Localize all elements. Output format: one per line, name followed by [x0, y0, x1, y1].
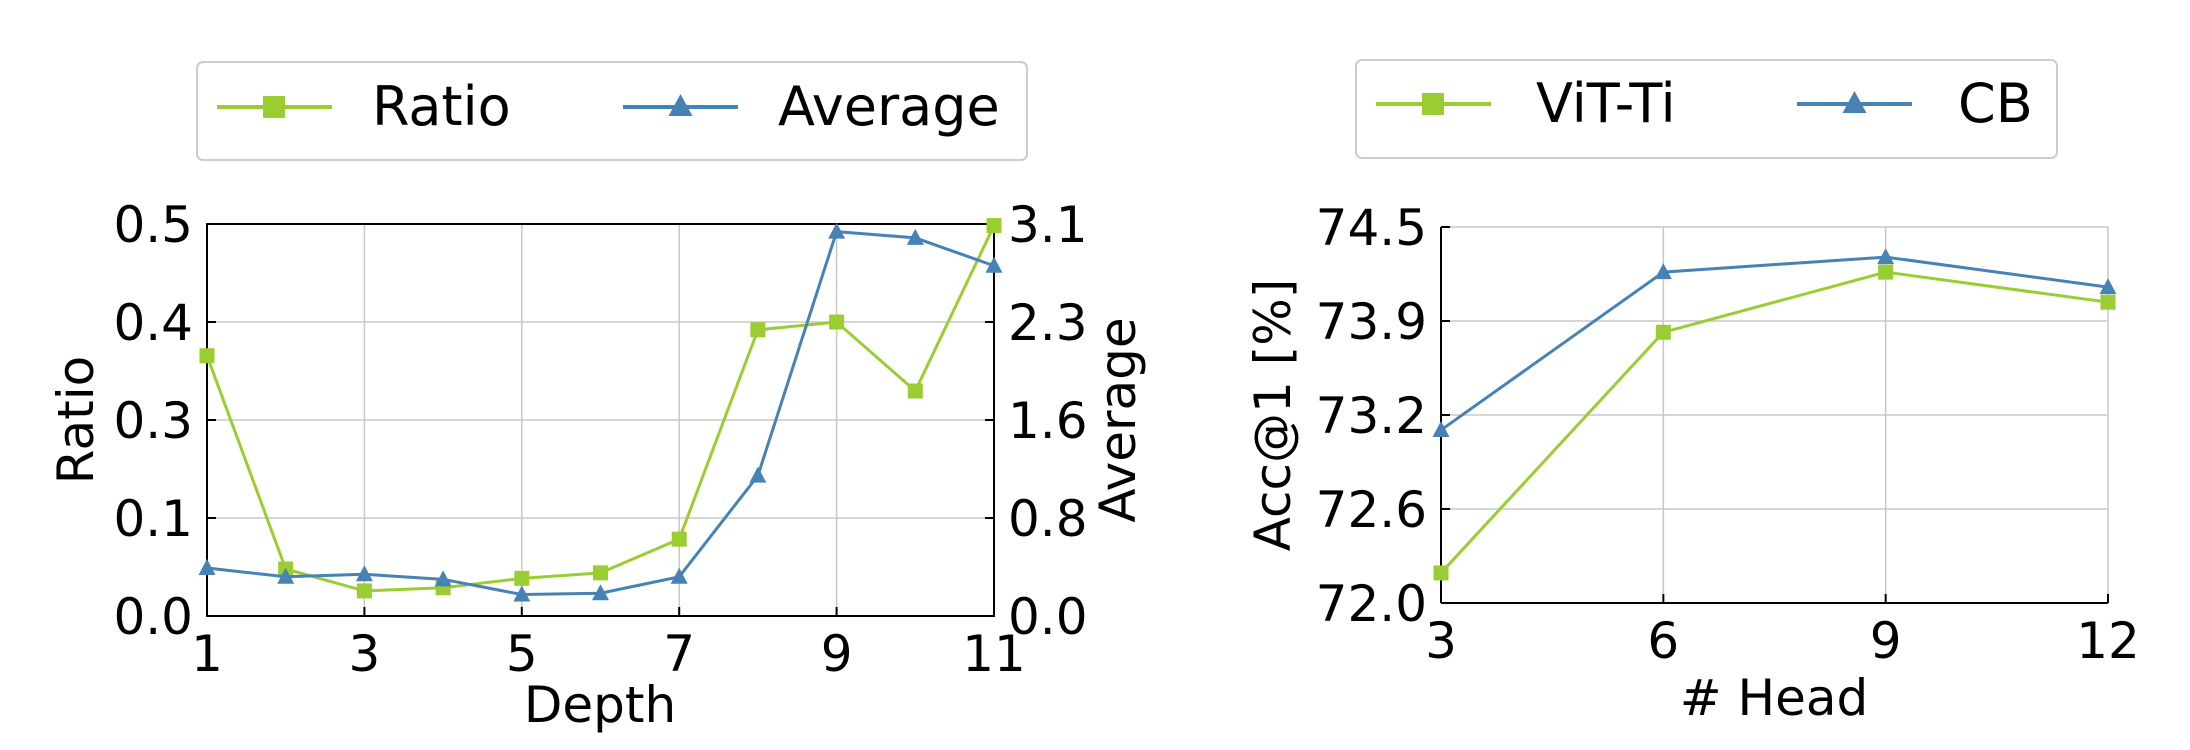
y-tick-label: 72.0 — [1316, 575, 1427, 633]
head-chart-legend: ViT-Ti CB — [1355, 59, 2058, 159]
head-chart-x-label: # Head — [1680, 669, 1869, 727]
legend-entry-vit-ti: ViT-Ti — [1376, 72, 1676, 135]
legend-entry-average: Average — [623, 75, 1000, 138]
legend-label-average: Average — [778, 75, 1000, 138]
legend-label-vit-ti: ViT-Ti — [1536, 72, 1676, 135]
depth-chart-legend-box — [196, 61, 1028, 161]
head-chart-legend-box — [1355, 59, 2058, 159]
x-tick-label: 9 — [1870, 612, 1902, 670]
data-point-ratio — [593, 565, 608, 581]
depth-chart-y-label: Ratio — [47, 356, 105, 484]
series-line-ratio — [205, 224, 996, 593]
x-tick-label: 3 — [1425, 612, 1457, 670]
data-point-average — [985, 256, 1003, 273]
legend-marker-ratio — [263, 96, 285, 118]
head-chart: 3 6 9 12 72.0 72.6 73.2 73.9 74.5 # Head Acc@1 … — [1244, 59, 2140, 727]
y2-tick-label: 2.3 — [1008, 294, 1088, 352]
y-tick-label: 0.5 — [113, 196, 193, 254]
y2-tick-label: 0.0 — [1008, 588, 1088, 646]
data-point-average — [670, 567, 688, 584]
data-point-average — [434, 570, 452, 587]
series-line-vit-ti — [1439, 270, 2109, 574]
series-vit-ti — [1433, 264, 2116, 581]
data-point-ratio — [514, 570, 530, 586]
depth-chart-series — [198, 218, 1003, 602]
legend-marker-average — [668, 94, 693, 116]
x-tick-label: 9 — [821, 625, 853, 683]
data-point-average — [592, 584, 609, 601]
depth-chart-legend: Ratio Average — [196, 61, 1028, 161]
head-chart-grid — [1440, 226, 2109, 604]
legend-marker-cb — [1842, 91, 1867, 113]
data-point-vit-ti — [1878, 264, 1894, 280]
data-point-ratio — [829, 314, 845, 330]
data-point-average — [828, 222, 846, 239]
data-point-average — [198, 558, 216, 575]
x-tick-label: 3 — [348, 625, 380, 683]
data-point-ratio — [356, 583, 372, 599]
series-ratio — [199, 218, 1002, 599]
data-point-ratio — [199, 348, 215, 364]
legend-entry-ratio: Ratio — [217, 75, 511, 138]
series-average — [198, 222, 1003, 602]
data-point-average — [749, 466, 767, 483]
data-point-ratio — [671, 531, 687, 547]
depth-chart-y-ticks: 0.0 0.1 0.3 0.4 0.5 — [113, 196, 216, 646]
legend-label-ratio: Ratio — [372, 75, 511, 138]
series-line-average — [206, 229, 995, 597]
data-point-ratio — [750, 322, 766, 338]
x-tick-label: 5 — [506, 625, 538, 683]
series-cb — [1432, 248, 2117, 438]
y-tick-label: 74.5 — [1316, 199, 1427, 257]
data-point-cb — [1654, 263, 1672, 280]
y-tick-label: 0.0 — [113, 588, 193, 646]
x-tick-label: 6 — [1647, 612, 1679, 670]
y2-tick-label: 0.8 — [1008, 490, 1088, 548]
y2-tick-label: 1.6 — [1008, 392, 1088, 450]
depth-chart-y2-ticks: 0.0 0.8 1.6 2.3 3.1 — [985, 196, 1088, 646]
data-point-average — [906, 228, 924, 245]
legend-entry-cb: CB — [1797, 72, 2033, 135]
data-point-vit-ti — [2100, 294, 2116, 310]
y-tick-label: 72.6 — [1316, 481, 1427, 539]
depth-chart-grid — [206, 223, 995, 617]
data-point-average — [355, 565, 373, 582]
depth-chart-x-ticks: 1 3 5 7 9 11 — [191, 607, 1026, 683]
x-tick-label: 1 — [191, 625, 223, 683]
data-point-ratio — [986, 218, 1002, 234]
x-tick-label: 12 — [2076, 612, 2140, 670]
x-tick-label: 7 — [663, 625, 695, 683]
series-line-cb — [1440, 255, 2109, 432]
y-tick-label: 73.9 — [1316, 293, 1427, 351]
y-tick-label: 0.4 — [113, 294, 193, 352]
head-chart-x-ticks: 3 6 9 12 — [1425, 594, 2140, 670]
data-point-ratio — [907, 383, 923, 399]
data-point-vit-ti — [1433, 565, 1449, 581]
data-point-average — [277, 567, 295, 584]
head-chart-y-label: Acc@1 [%] — [1244, 279, 1302, 552]
y-tick-label: 0.1 — [113, 490, 193, 548]
data-point-vit-ti — [1655, 324, 1671, 340]
data-point-average — [513, 585, 531, 602]
data-point-cb — [1877, 248, 1895, 265]
depth-chart-x-label: Depth — [524, 676, 676, 734]
depth-chart-y2-label: Average — [1089, 317, 1147, 522]
x-tick-label: 11 — [962, 625, 1026, 683]
data-point-cb — [1432, 421, 1450, 438]
head-chart-series — [1432, 248, 2117, 581]
legend-marker-vit-ti — [1422, 93, 1444, 115]
legend-label-cb: CB — [1958, 72, 2033, 135]
depth-chart: 1 3 5 7 9 11 0.00.10.30.40.5 0.00.81.62.33.1 … — [47, 61, 1147, 734]
y-tick-label: 73.2 — [1316, 387, 1427, 445]
data-point-cb — [2099, 278, 2117, 295]
y-tick-label: 0.3 — [113, 392, 193, 450]
y2-tick-label: 3.1 — [1008, 196, 1088, 254]
head-chart-y-ticks: 72.0 72.6 73.2 73.9 74.5 — [1316, 199, 1450, 633]
